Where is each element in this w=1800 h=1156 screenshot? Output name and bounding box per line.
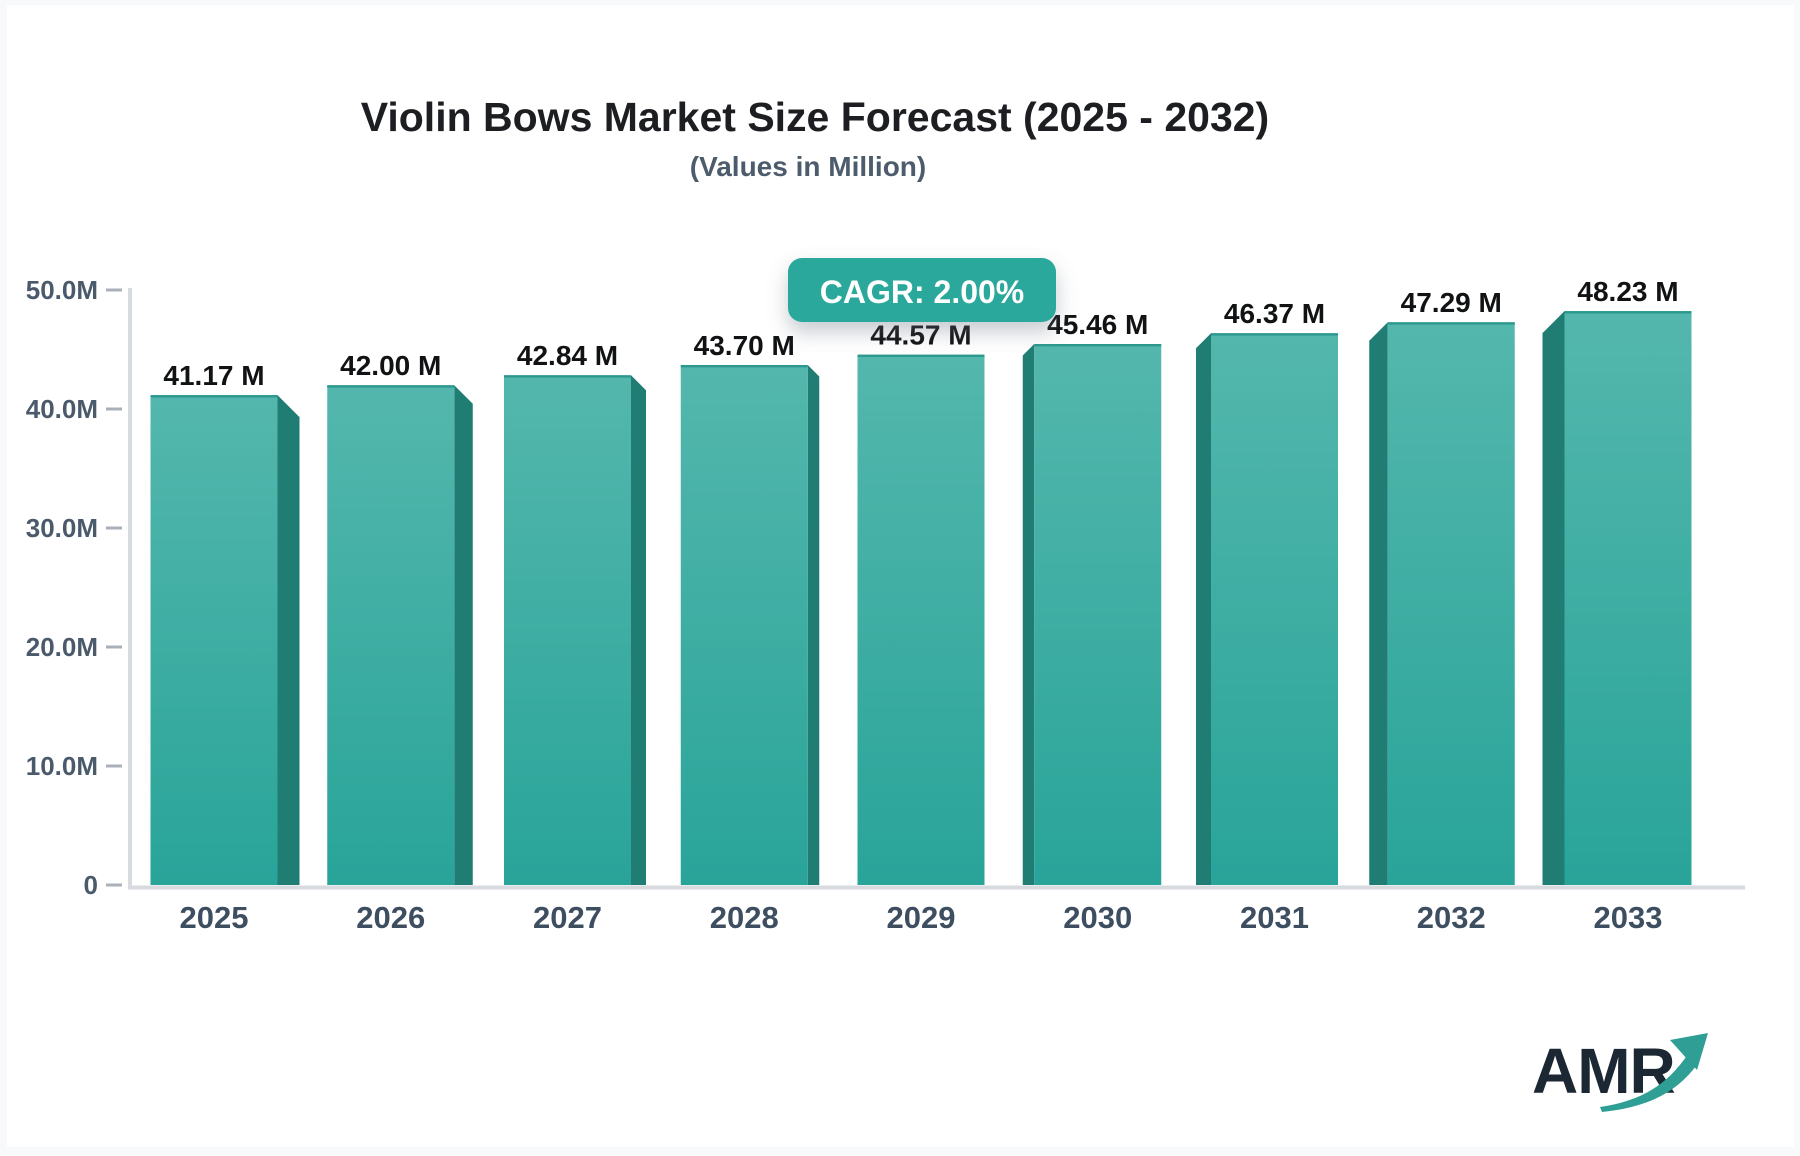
y-axis-label: 40.0M (26, 394, 98, 424)
x-axis-label: 2027 (533, 900, 602, 935)
y-tick (106, 883, 122, 887)
x-axis-label: 2032 (1417, 900, 1486, 935)
amr-logo: AMR (1532, 1033, 1708, 1112)
cagr-badge-background (788, 258, 1056, 322)
y-axis-label: 10.0M (26, 751, 98, 781)
x-axis-label: 2028 (710, 900, 779, 935)
bar-value-label: 44.57 M (870, 320, 971, 351)
bar-value-label: 41.17 M (163, 360, 264, 391)
bar-2032 (1387, 322, 1515, 885)
y-tick (106, 288, 122, 292)
bar-value-label: 42.00 M (340, 350, 441, 381)
plot-area: 0 10.0M 20.0M 30.0M 40.0M 50.0M 41.17 M 2025 42.… (26, 275, 1745, 935)
cagr-badge: CAGR: 2.00% (788, 258, 1056, 322)
bar-value-label: 42.84 M (517, 340, 618, 371)
x-axis-label: 2033 (1594, 900, 1663, 935)
bar-side-2025 (277, 395, 300, 885)
bar-side-2028 (807, 364, 820, 886)
bar-2031 (1211, 333, 1338, 885)
bar-side-2032 (1369, 322, 1388, 885)
y-axis-label: 30.0M (26, 513, 98, 543)
bar-2028 (680, 364, 808, 886)
bar-2033 (1564, 311, 1692, 885)
y-tick (106, 526, 122, 530)
growth-arrow-icon (1600, 1033, 1708, 1112)
bar-2026 (327, 385, 455, 885)
x-axis-line (128, 885, 1745, 890)
x-axis-label: 2025 (180, 900, 249, 935)
y-axis-line (128, 288, 132, 889)
bar-2030 (1034, 344, 1162, 885)
y-tick (106, 645, 122, 649)
y-axis-label: 0 (84, 870, 98, 900)
bar-side-2033 (1542, 311, 1565, 885)
bar-side-2030 (1022, 344, 1035, 885)
cagr-badge-label: CAGR: 2.00% (820, 274, 1025, 310)
bar-value-label: 48.23 M (1577, 276, 1678, 307)
bar-side-2026 (454, 385, 473, 885)
bar-2025 (150, 395, 278, 885)
chart-subtitle: (Values in Million) (690, 151, 926, 182)
bar-value-label: 47.29 M (1401, 287, 1502, 318)
x-axis-label: 2031 (1240, 900, 1309, 935)
x-axis-label: 2030 (1063, 900, 1132, 935)
x-axis-label: 2029 (887, 900, 956, 935)
y-tick (106, 764, 122, 768)
y-axis-label: 20.0M (26, 632, 98, 662)
bar-value-label: 43.70 M (694, 330, 795, 361)
bar-value-label: 46.37 M (1224, 298, 1325, 329)
bar-side-2031 (1196, 333, 1211, 885)
x-axis-label: 2026 (356, 900, 425, 935)
y-tick (106, 407, 122, 411)
bar-2029 (857, 354, 985, 885)
chart-title: Violin Bows Market Size Forecast (2025 -… (361, 94, 1269, 140)
y-axis-label: 50.0M (26, 275, 98, 305)
bar-value-label: 45.46 M (1047, 309, 1148, 340)
bar-2027 (504, 375, 631, 885)
bar-side-2027 (631, 375, 646, 885)
